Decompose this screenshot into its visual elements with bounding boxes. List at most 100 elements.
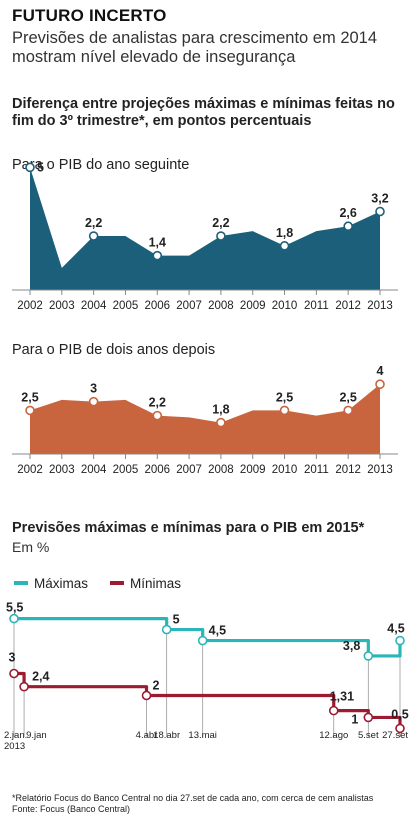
data-point-marker [9,613,19,624]
chart-pib-next-year: 2002 2003 2004 2005 2006 2007 2008 2009 2010 2011… [12,160,398,312]
data-label: 5 [37,160,44,174]
data-label: 2,4 [32,670,49,684]
x-tick-label: 13.mai [188,730,217,741]
data-point-marker [152,410,163,421]
data-label: 1,8 [212,403,229,417]
data-point-marker [9,668,19,679]
data-point-marker [152,250,163,261]
data-label: 2,5 [339,390,356,404]
x-tick-label: 2003 [49,464,75,476]
x-tick-label: 2012 [335,300,361,312]
data-point-marker [88,396,99,407]
data-point-marker [375,206,385,217]
x-tick-label: 18.abr [153,730,180,741]
data-point-marker [395,635,405,646]
data-point-marker [279,405,290,416]
data-point-marker [25,405,35,416]
x-tick-label: 2004 [81,464,107,476]
chart-2015-max-min: Máximas Mínimas 5,5 5 4,5 3,8 4,5 3 2,4 2 1,31 1 0,5… [4,576,409,752]
data-point-marker [395,723,405,734]
page-subtitle: Previsões de analistas para crescimento … [12,29,378,66]
page-title: FUTURO INCERTO [12,6,167,25]
data-point-marker [197,635,208,646]
data-point-marker [328,705,339,716]
data-label: 3 [9,651,16,665]
chart1-title: Para o PIB do ano seguinte [12,157,190,173]
data-label: 2,2 [212,216,229,230]
legend-label: Máximas [34,576,88,591]
section-heading-2015: Previsões máximas e mínimas para o PIB e… [12,520,365,536]
x-tick-label: 2012 [335,464,361,476]
data-label: 5 [173,613,180,627]
data-label: 2,2 [149,396,166,410]
x-tick-label: 2007 [176,464,202,476]
x-tick-label: 2008 [208,464,234,476]
x-tick-label: 9.jan [26,730,47,741]
x-tick-label: 2005 [113,300,139,312]
data-point-marker [19,681,29,692]
data-label: 3,2 [371,192,388,206]
footnote-source: Fonte: Focus (Banco Central) [12,804,131,814]
x-tick-label: 2013 [367,300,393,312]
chart2-title: Para o PIB de dois anos depois [12,342,216,358]
area-fill [30,384,380,454]
x-tick-label: 2013 [4,741,25,752]
x-tick-label: 2006 [144,464,170,476]
x-tick-label: 2005 [113,464,139,476]
data-label: 2,5 [276,390,293,404]
data-label: 4,5 [387,622,404,636]
data-label: 1,4 [149,236,166,250]
x-tick-label: 4.abr [136,730,158,741]
data-point-marker [343,221,353,232]
data-label: 2,5 [21,390,38,404]
data-label: 3 [90,382,97,396]
area-fill [30,167,380,290]
data-label: 4 [377,364,384,378]
data-point-marker [363,651,374,661]
section-heading-difference: Diferença entre projeções máximas e míni… [12,96,395,129]
legend-label: Mínimas [130,576,181,591]
x-tick-label: 5.set [358,730,379,741]
x-tick-label: 2009 [240,300,266,312]
data-point-marker [343,405,353,416]
data-point-marker [161,624,172,635]
x-tick-label: 2007 [176,300,202,312]
data-point-marker [141,690,152,701]
x-tick-label: 2008 [208,300,234,312]
data-label: 1,31 [330,690,354,704]
x-tick-label: 2013 [367,464,393,476]
x-tick-label: 27.set [382,730,408,741]
footnote: *Relatório Focus do Banco Central no dia… [12,793,412,815]
data-point-marker [279,241,290,251]
x-tick-label: 2002 [17,300,43,312]
data-point-marker [216,231,226,241]
x-tick-label: 2004 [81,300,107,312]
chart-pib-two-years: 2002 2003 2004 2005 2006 2007 2008 2009 2010 2011… [12,364,398,476]
unit-label: Em % [12,539,50,555]
x-tick-label: 12.ago [319,730,348,741]
data-label: 0,5 [391,707,408,721]
x-tick-label: 2011 [304,464,329,476]
data-point-marker [216,417,226,428]
data-label: 1,8 [276,226,293,240]
data-label: 2 [153,678,160,692]
data-point-marker [375,379,385,390]
data-label: 1 [351,712,358,726]
data-label: 2,2 [85,216,102,230]
x-tick-label: 2006 [144,300,170,312]
x-tick-label: 2010 [272,300,298,312]
footnote-note: *Relatório Focus do Banco Central no dia… [12,793,374,803]
x-tick-label: 2011 [304,300,329,312]
data-label: 3,8 [343,639,360,653]
data-label: 5,5 [6,601,23,615]
x-tick-label: 2002 [17,464,43,476]
data-point-marker [88,231,99,241]
data-point-marker [25,162,35,173]
x-tick-label: 2010 [272,464,298,476]
data-label: 2,6 [339,206,356,220]
data-point-marker [363,712,374,723]
x-tick-label: 2009 [240,464,266,476]
x-tick-label: 2003 [49,300,75,312]
data-label: 4,5 [209,624,226,638]
x-tick-label: 2.jan. [4,730,27,741]
